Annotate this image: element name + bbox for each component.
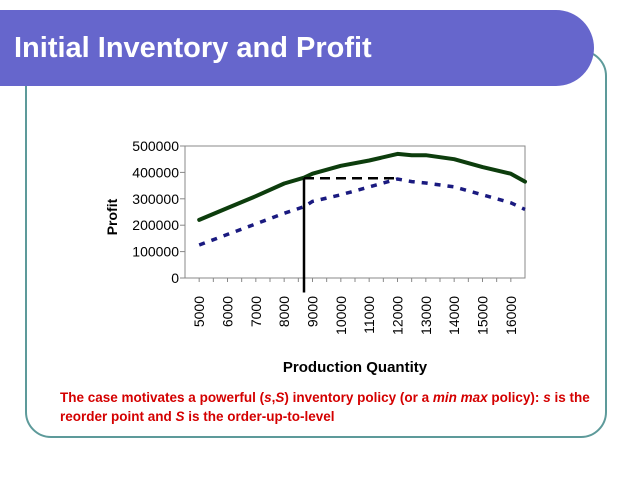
series-line-dashed [198,177,526,247]
caption-text-3: policy): [487,390,544,405]
title-bar: Initial Inventory and Profit [0,10,594,86]
y-tick-label: 200000 [132,217,179,233]
caption-text-1: The case motivates a powerful ( [60,390,265,405]
x-tick-label: 12000 [390,296,406,335]
x-tick-label: 8000 [276,296,292,327]
slide-title: Initial Inventory and Profit [14,32,372,64]
caption-minmax: min max [432,390,488,405]
caption-text-4: is the reorder point and [60,390,590,424]
caption-text-5: is the order-up-to-level [184,409,335,424]
series-line-solid [197,151,527,222]
y-tick-label: 500000 [132,138,179,154]
y-tick-label: 300000 [132,191,179,207]
x-tick-label: 14000 [446,296,462,335]
caption: The case motivates a powerful (s,S) inve… [60,388,590,426]
x-tick-label: 5000 [191,296,207,327]
x-tick-label: 13000 [418,296,434,335]
x-axis-label: Production Quantity [283,359,428,376]
x-tick-label: 10000 [333,296,349,335]
x-tick-label: 16000 [503,296,519,335]
y-axis-label: Profit [104,198,120,235]
caption-comma: , [271,390,276,405]
annotation-group [302,176,398,293]
x-axis-ticks: 5000 6000 7000 8000 9000 10000 11000 12000 13000… [191,278,519,335]
x-tick-label: 7000 [248,296,264,327]
caption-s-2: s [543,390,551,405]
y-tick-label: 100000 [132,244,179,260]
x-tick-label: 15000 [475,296,491,335]
plot-area [184,145,526,279]
caption-s: s [264,390,272,405]
y-tick-label: 0 [171,270,179,286]
series-group [197,151,527,247]
x-tick-label: 6000 [220,296,236,327]
x-tick-label: 9000 [305,296,321,327]
y-tick-label: 400000 [132,164,179,180]
x-tick-label: 11000 [361,296,377,334]
caption-S: S [275,390,285,405]
y-axis-ticks: 0 100000 200000 300000 400000 500000 [132,138,185,286]
caption-text-2: ) inventory policy (or a [284,390,433,405]
caption-S-2: S [175,409,185,424]
